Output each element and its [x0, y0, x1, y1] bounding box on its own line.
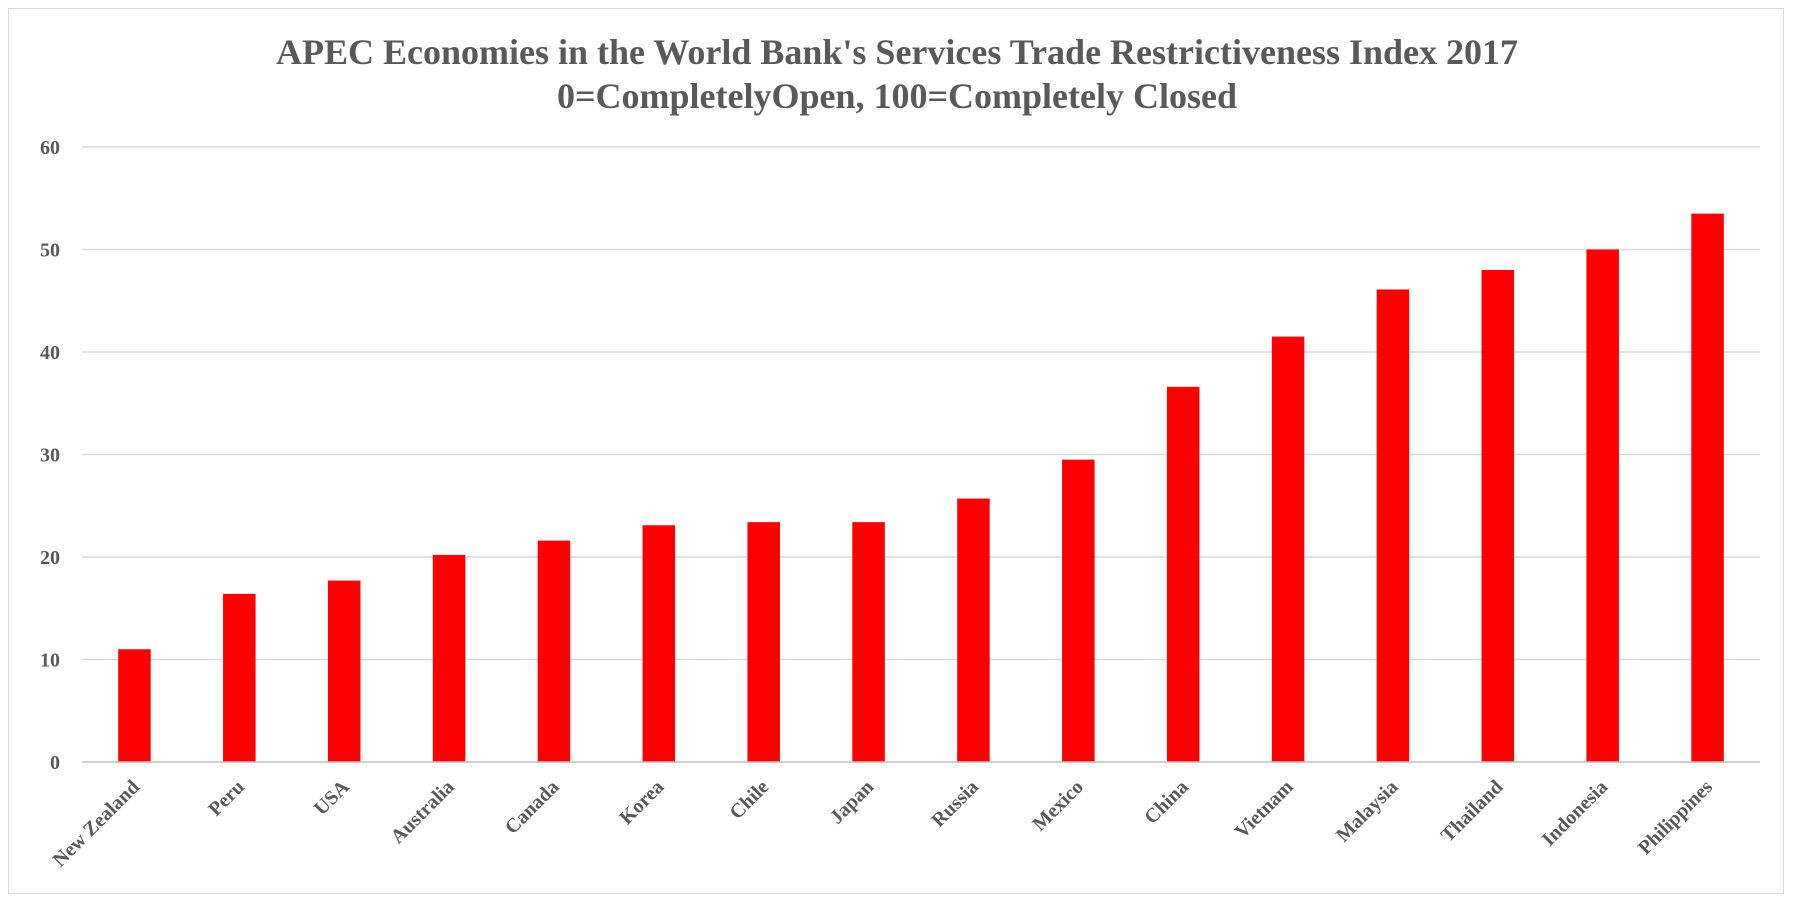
y-tick-label: 60: [40, 137, 60, 159]
y-tick-label: 20: [40, 547, 60, 569]
y-tick-label: 10: [40, 650, 60, 672]
x-category-label: Japan: [826, 776, 879, 829]
gridlines: [82, 146, 1760, 661]
y-axis-tick-labels: 0 10 20 30 40 50 60: [40, 137, 60, 774]
x-category-label: Malaysia: [1332, 776, 1403, 847]
bar-korea: [642, 525, 676, 762]
bar-chile: [747, 522, 780, 762]
x-category-label: Philippines: [1634, 776, 1717, 859]
x-category-label: Vietnam: [1231, 776, 1298, 843]
y-tick-label: 40: [40, 342, 60, 364]
bar-china: [1166, 386, 1200, 762]
bar-mexico: [1062, 459, 1095, 762]
y-tick-label: 50: [40, 240, 60, 262]
bars: [118, 213, 1724, 762]
x-category-label: New Zealand: [49, 776, 144, 871]
bar-thailand: [1481, 270, 1515, 762]
bar-russia: [957, 498, 990, 762]
bar-indonesia: [1586, 249, 1619, 762]
x-category-label: USA: [310, 776, 354, 820]
bar-malaysia: [1376, 289, 1410, 762]
bar-peru: [223, 593, 256, 762]
bar-japan: [852, 522, 885, 762]
x-category-label: Australia: [386, 776, 458, 848]
x-category-label: Korea: [615, 776, 668, 829]
x-category-label: Mexico: [1028, 776, 1088, 836]
y-tick-label: 30: [40, 445, 60, 467]
x-category-label: Thailand: [1437, 776, 1508, 847]
chart-title-line-2: 0=CompletelyOpen, 100=Completely Closed: [557, 76, 1237, 116]
x-category-label: Russia: [927, 776, 983, 832]
x-category-label: Indonesia: [1538, 776, 1613, 851]
x-category-label: Canada: [501, 776, 564, 839]
y-tick-label: 0: [50, 752, 60, 774]
chart-title-line-1: APEC Economies in the World Bank's Servi…: [276, 32, 1518, 72]
bar-usa: [327, 580, 361, 762]
x-category-label: China: [1140, 776, 1193, 829]
bar-vietnam: [1271, 336, 1305, 762]
bar-new-zealand: [118, 649, 151, 762]
x-category-label: Chile: [725, 776, 773, 824]
bar-philippines: [1691, 213, 1724, 762]
x-axis-category-labels: New Zealand Peru USA Australia Canada Korea Ch…: [49, 776, 1718, 872]
x-category-label: Peru: [204, 776, 249, 821]
bar-australia: [432, 554, 466, 762]
bar-canada: [537, 540, 571, 762]
chart-title: APEC Economies in the World Bank's Servi…: [0, 30, 1794, 118]
